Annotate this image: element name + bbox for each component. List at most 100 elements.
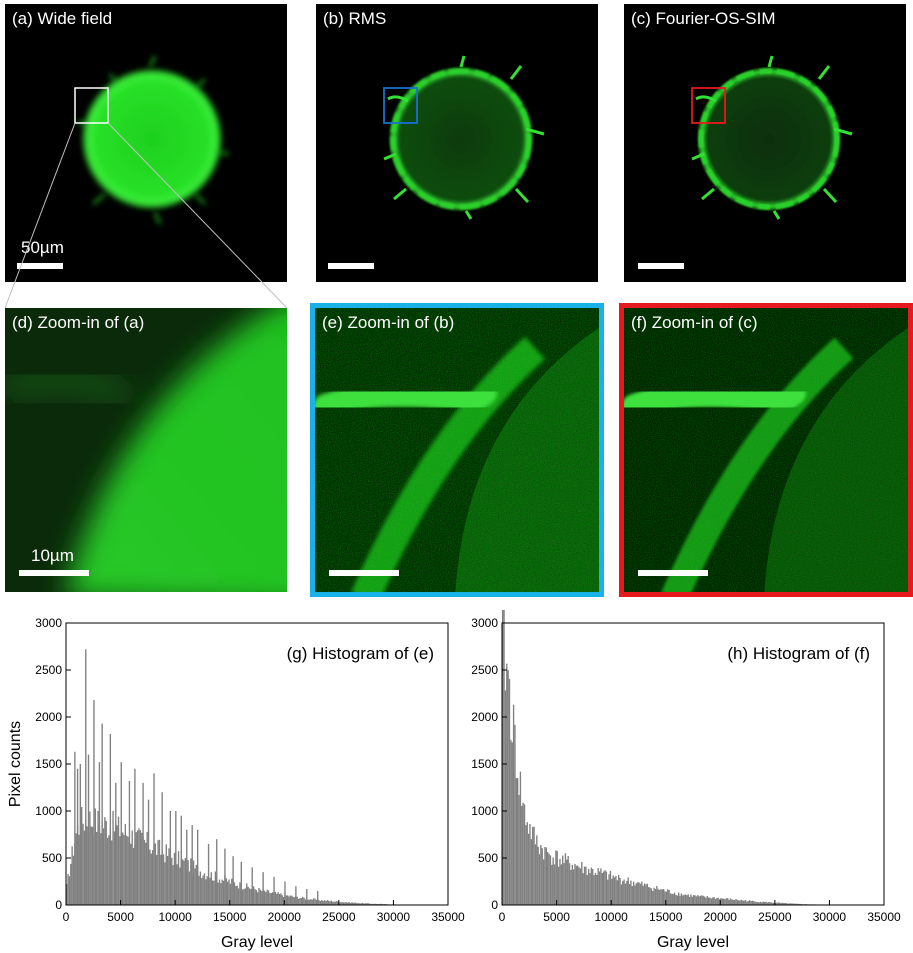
histogram-bar (338, 902, 341, 905)
histogram-bar (657, 889, 659, 905)
histogram-bar (641, 881, 643, 905)
panel-d-zoom-a: (d) Zoom-in of (a) 10µm (5, 308, 287, 592)
histogram-bar (188, 871, 191, 905)
histogram-bar (139, 830, 142, 905)
histogram-bar (637, 882, 639, 905)
histogram-bar (585, 866, 587, 905)
histogram-bar (527, 833, 530, 905)
scale-bar-label-d: 10µm (31, 546, 74, 565)
histogram-bar (568, 863, 571, 905)
histogram-bar (229, 883, 232, 905)
histogram-bar (557, 866, 560, 905)
histogram-bar (367, 903, 369, 905)
histogram-bar (772, 902, 774, 905)
histogram-bar (587, 868, 590, 905)
histogram-bar (280, 893, 282, 905)
histogram-bar (507, 670, 509, 905)
histogram-spike-bar (169, 811, 172, 905)
x-tick-label: 5000 (543, 910, 570, 924)
histogram-bar (753, 901, 755, 905)
histogram-bar (336, 901, 338, 905)
histogram-bar (211, 880, 214, 905)
histogram-bar (512, 704, 515, 905)
histogram-bar (261, 891, 263, 905)
histogram-bar (785, 903, 788, 905)
x-tick-label: 30000 (813, 910, 847, 924)
y-tick-label: 500 (42, 851, 62, 865)
histogram-bar (796, 903, 799, 905)
histogram-bar (332, 901, 334, 905)
histogram-bar (784, 902, 786, 905)
histogram-bar (598, 871, 601, 905)
histogram-bar (575, 865, 578, 905)
histogram-bar (511, 742, 513, 905)
scale-bar-a (17, 263, 63, 269)
histogram-bar (136, 830, 139, 905)
histogram-bar (564, 853, 567, 905)
histogram-bar (676, 895, 678, 905)
histogram-bar (315, 899, 318, 905)
histogram-bar (383, 903, 386, 905)
histogram-g: 0 5000 10000 15000 20000 25000 30000 35000 0 500 1… (7, 616, 465, 951)
histogram-bar (181, 859, 184, 905)
scale-bar-d (19, 570, 89, 576)
histogram-bar (222, 880, 225, 905)
histogram-h: 0 5000 10000 15000 20000 25000 30000 35000 0 500 1… (471, 610, 901, 951)
histogram-bar (348, 901, 350, 905)
histogram-bar (282, 896, 285, 905)
histogram-bar (97, 810, 99, 905)
histogram-bar (590, 867, 593, 905)
histogram-bar (607, 879, 609, 905)
histogram-bar (611, 878, 613, 905)
histogram-bar (757, 901, 759, 905)
panel-e-label: (e) Zoom-in of (b) (322, 313, 455, 332)
histogram-bar (102, 828, 105, 905)
x-tick-label: 10000 (158, 910, 192, 924)
histogram-bar (746, 901, 748, 905)
zoom-c-image (624, 308, 908, 592)
histogram-bar (312, 898, 315, 905)
histogram-bar (533, 826, 535, 905)
histogram-bar (717, 897, 719, 905)
histogram-bar (742, 900, 744, 905)
histogram-bar (146, 831, 148, 905)
histogram-bar (141, 832, 143, 905)
histogram-bar (626, 880, 628, 905)
histogram-bar (683, 894, 685, 905)
histogram-bar (278, 893, 281, 905)
histogram-bar (281, 895, 283, 905)
histogram-bar (105, 820, 107, 905)
histogram-bar (686, 895, 688, 905)
panel-d-label: (d) Zoom-in of (a) (12, 313, 145, 332)
histogram-bar (544, 847, 546, 905)
roi-box-c (691, 87, 726, 124)
histogram-title: (h) Histogram of (f) (727, 644, 870, 663)
histogram-bar (754, 901, 756, 905)
histogram-bar (566, 859, 568, 905)
histogram-bar (743, 900, 745, 905)
histogram-bar (687, 894, 689, 905)
histogram-bar (236, 885, 238, 905)
histogram-bar (735, 898, 737, 905)
histogram-bar (652, 891, 654, 905)
histogram-bar (620, 884, 623, 905)
histogram-bar (616, 880, 618, 905)
histogram-bar (540, 845, 542, 905)
histogram-bar (78, 834, 80, 905)
histogram-bar (68, 876, 71, 905)
histogram-bar (202, 875, 204, 905)
histogram-bar (176, 864, 178, 905)
roi-box-b (383, 87, 418, 124)
histogram-bar (356, 903, 358, 905)
histogram-bar (792, 903, 794, 905)
histogram-bar (624, 883, 627, 905)
histogram-bar (673, 892, 676, 905)
histogram-bar (627, 877, 629, 905)
histogram-bar (209, 877, 211, 905)
histogram-bar (334, 901, 337, 905)
histogram-bar (703, 896, 706, 905)
histogram-bar (667, 889, 669, 905)
histogram-bar (583, 866, 586, 905)
histogram-bar (149, 849, 151, 905)
x-tick-label: 0 (63, 910, 70, 924)
